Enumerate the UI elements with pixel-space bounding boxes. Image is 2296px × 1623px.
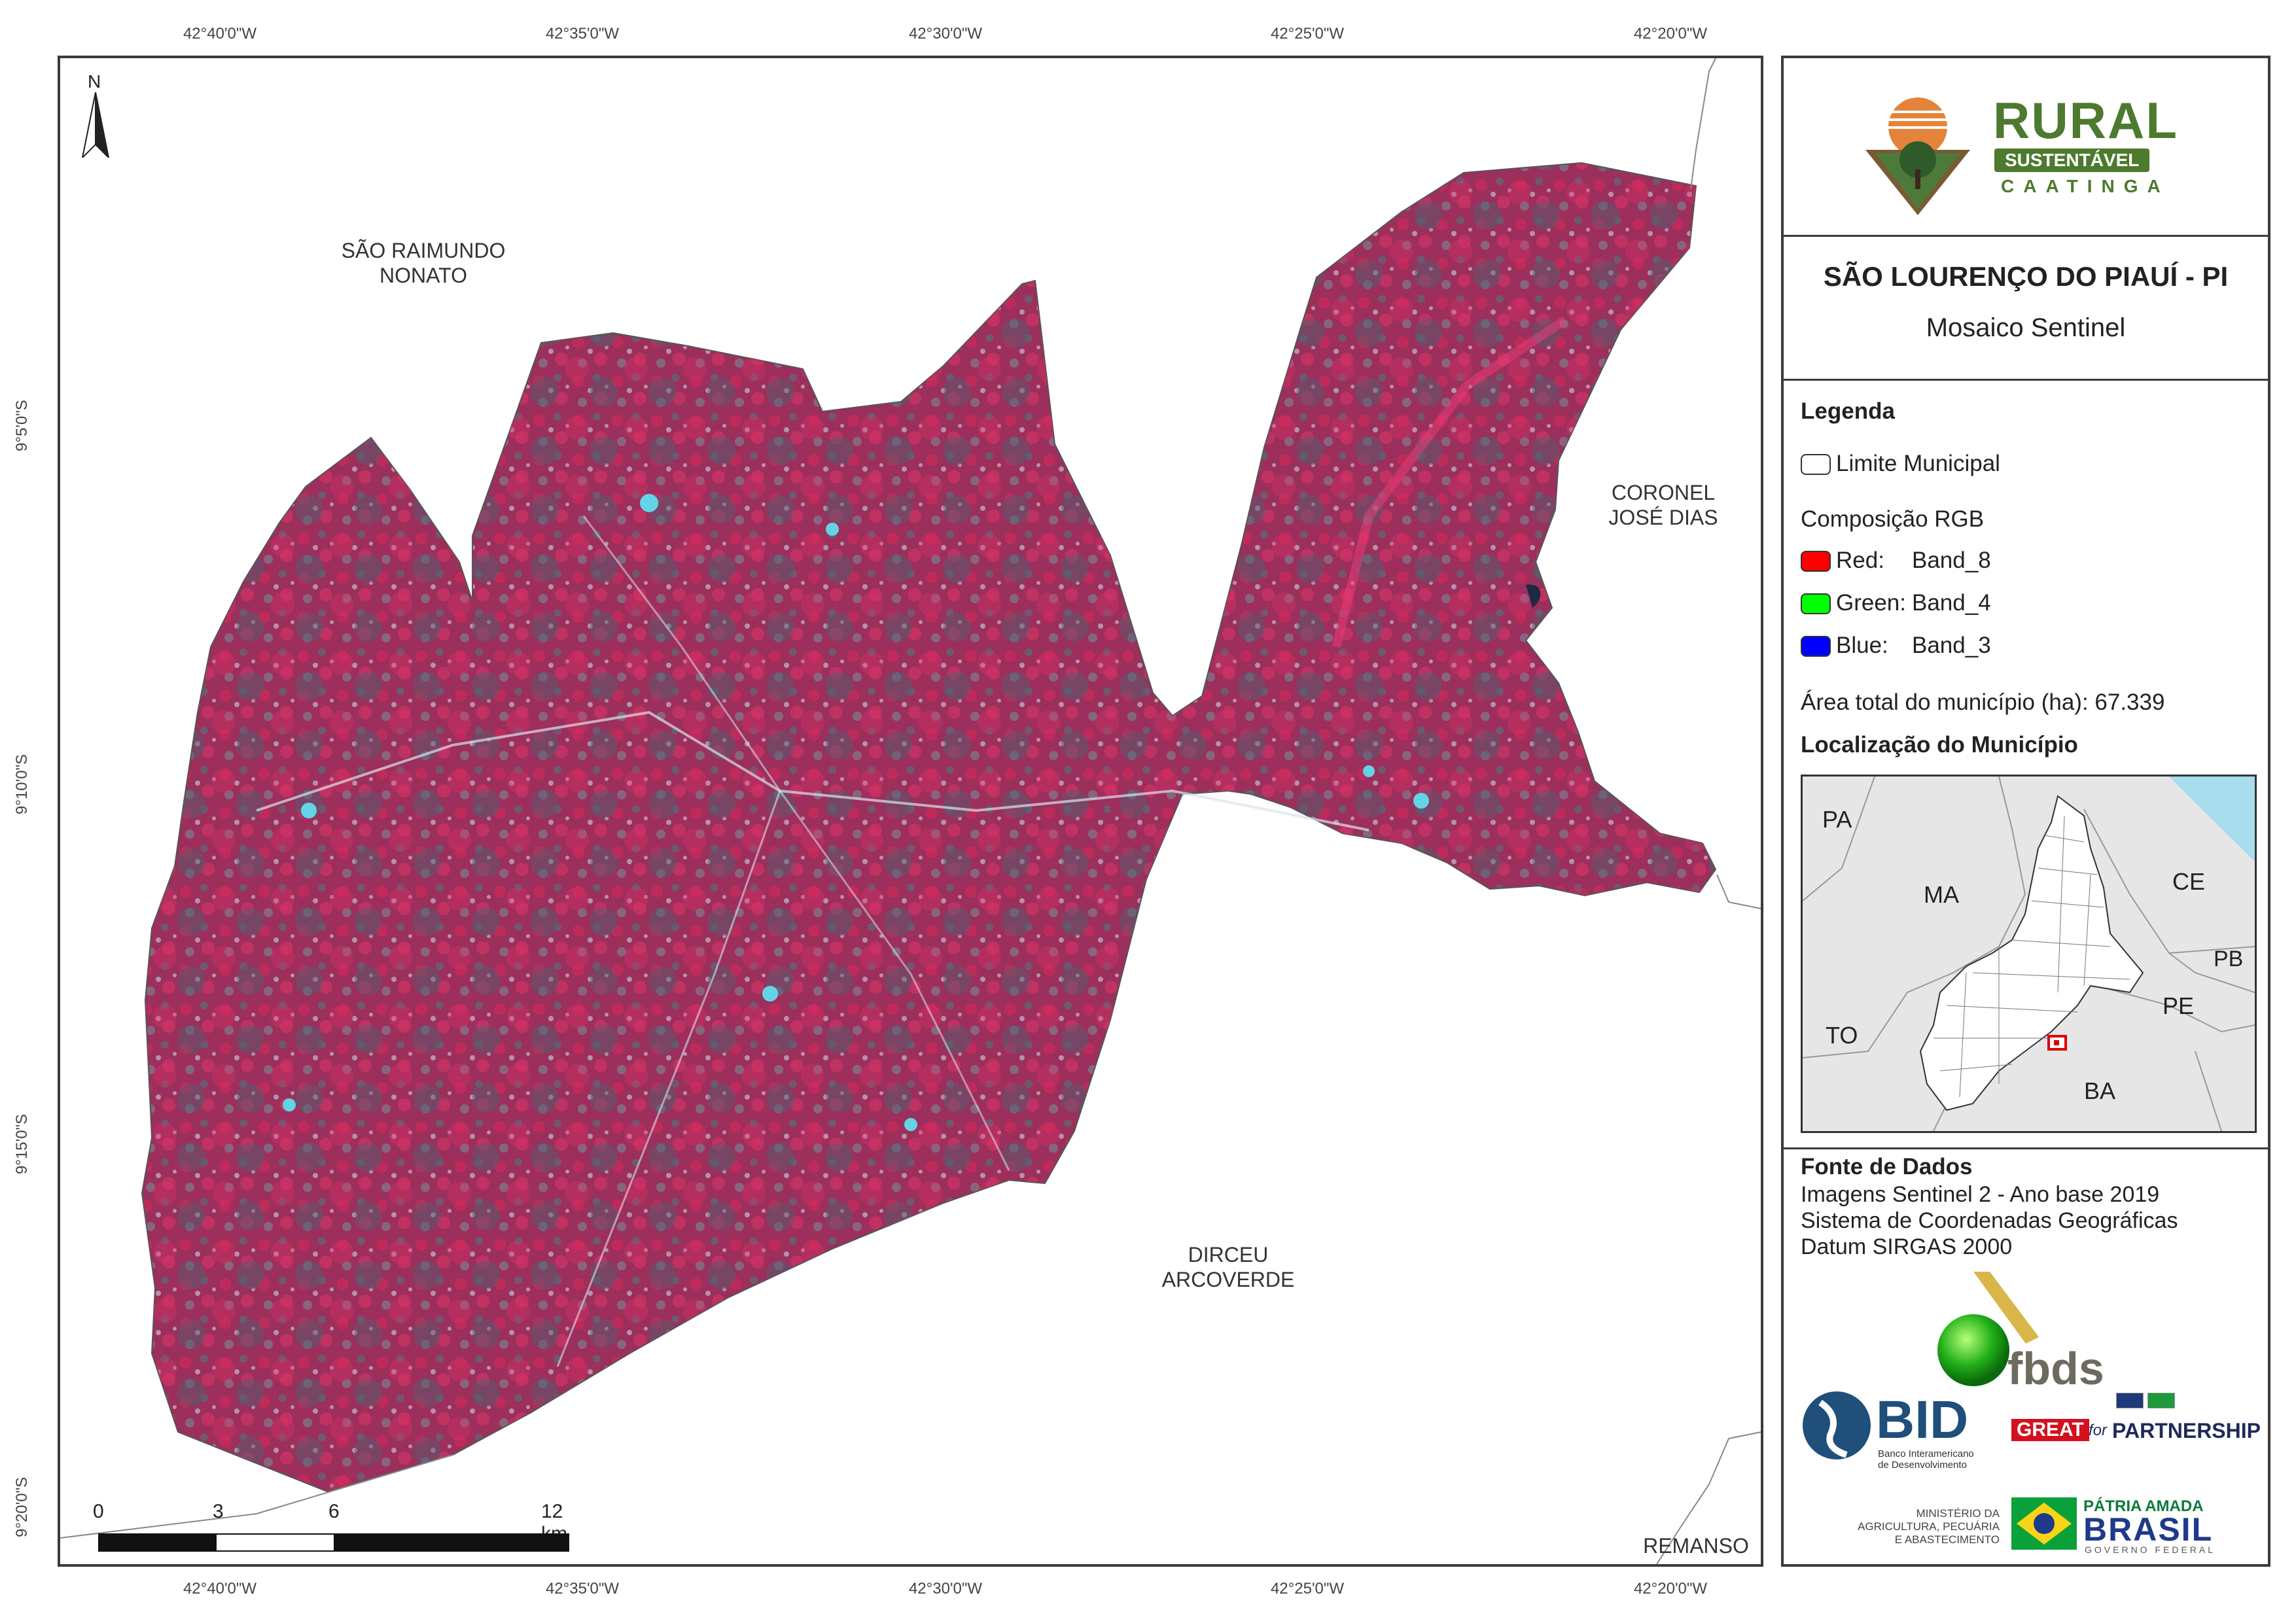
legend-green-band: Band_4 <box>1912 590 1991 616</box>
location-inset-map[interactable]: PA MA CE PB PE TO BA <box>1801 775 2257 1133</box>
legend-red-swatch <box>1801 551 1831 572</box>
bid-subtext: Banco Interamericano de Desenvolvimento <box>1878 1448 1974 1471</box>
brasil-flag-icon <box>2011 1497 2077 1550</box>
info-panel: RURAL SUSTENTÁVEL CAATINGA SÃO LOURENÇO … <box>1781 56 2270 1567</box>
neighbor-dirceu-arcoverde: DIRCEU ARCOVERDE <box>1161 1243 1295 1291</box>
divider <box>1784 379 2268 381</box>
lon-label-bottom: 42°30'0"W <box>908 1580 983 1597</box>
scale-label: 3 <box>213 1501 224 1522</box>
state-label-to: TO <box>1826 1022 1858 1049</box>
state-label-pa: PA <box>1822 806 1852 833</box>
divider <box>1784 235 2268 237</box>
logo-sub: CAATINGA <box>2001 176 2170 196</box>
partnership-text: PARTNERSHIP <box>2112 1419 2261 1442</box>
lon-label-bottom: 42°35'0"W <box>545 1580 620 1597</box>
patria-amada-text: PÁTRIA AMADA <box>2083 1497 2204 1515</box>
scale-label: 0 <box>93 1501 104 1522</box>
map-title: SÃO LOURENÇO DO PIAUÍ - PI <box>1823 261 2229 292</box>
legend-blue-label: Blue: <box>1836 633 1888 658</box>
location-heading: Localização do Município <box>1801 732 2078 758</box>
north-label: N <box>88 71 101 92</box>
state-label-ma: MA <box>1924 881 1959 908</box>
bid-emblem-icon <box>1803 1391 1871 1459</box>
rural-sustentavel-logo: RURAL SUSTENTÁVEL CAATINGA <box>1856 91 2209 215</box>
fbds-logo: fbds <box>1928 1272 2124 1429</box>
lon-label-top: 42°35'0"W <box>545 25 620 43</box>
legend-green-swatch <box>1801 593 1831 614</box>
neighbor-sao-raimundo-nonato: SÃO RAIMUNDO NONATO <box>341 239 506 287</box>
area-total: Área total do município (ha): 67.339 <box>1801 689 2165 715</box>
legend-red-band: Band_8 <box>1912 548 1991 573</box>
lon-label-bottom: 42°25'0"W <box>1270 1580 1345 1597</box>
scale-label: 6 <box>328 1501 340 1522</box>
map-frame[interactable]: N SÃO RAIMUNDO NONATO CORONEL JOSÉ DIAS … <box>58 56 1763 1567</box>
north-arrow: N <box>79 71 118 158</box>
scale-bar-graphic <box>98 1533 569 1552</box>
state-label-pe: PE <box>2163 992 2195 1019</box>
legend-limit-swatch <box>1801 454 1831 475</box>
bid-logo: BID Banco Interamericano de Desenvolvime… <box>1801 1389 2010 1475</box>
lon-label-bottom: 42°20'0"W <box>1633 1580 1708 1597</box>
legend-heading: Legenda <box>1801 398 1895 424</box>
legend-rgb-heading: Composição RGB <box>1801 506 1985 532</box>
legend-blue-swatch <box>1801 636 1831 657</box>
ministry-text: MINISTÉRIO DA AGRICULTURA, PECUÁRIA E AB… <box>1858 1507 2000 1546</box>
flags-icon <box>2116 1393 2175 1408</box>
neighbor-coronel-jose-dias: CORONEL JOSÉ DIAS <box>1608 481 1718 529</box>
brasil-text: BRASIL <box>2083 1511 2214 1548</box>
logo-title: RURAL <box>1993 92 2178 149</box>
great-for: for <box>2089 1422 2108 1439</box>
lat-label: 9°5'0"S <box>13 400 31 451</box>
legend-limit-label: Limite Municipal <box>1836 451 2000 476</box>
state-label-pb: PB <box>2214 947 2244 971</box>
legend-green-label: Green: <box>1836 590 1906 616</box>
lat-label: 9°20'0"S <box>13 1476 31 1537</box>
great-partnership-logo: GREAT for PARTNERSHIP <box>2011 1393 2261 1465</box>
lat-label: 9°15'0"S <box>13 1113 31 1174</box>
legend-blue-band: Band_3 <box>1912 633 1991 658</box>
lon-label-top: 42°30'0"W <box>908 25 983 43</box>
fbds-text: fbds <box>2007 1343 2104 1394</box>
legend-red-label: Red: <box>1836 548 1884 573</box>
governo-federal-text: GOVERNO FEDERAL <box>2085 1544 2216 1555</box>
state-label-ba: BA <box>2084 1077 2116 1104</box>
lon-label-top: 42°20'0"W <box>1633 25 1708 43</box>
rural-emblem-icon <box>1865 97 1970 215</box>
inset-map-graphic <box>1803 777 2255 1131</box>
bid-text: BID <box>1876 1390 1969 1450</box>
great-badge: GREAT <box>2011 1419 2089 1441</box>
north-arrow-icon <box>81 92 110 158</box>
sources-heading: Fonte de Dados <box>1801 1154 1973 1179</box>
map-canvas[interactable] <box>60 58 1761 1564</box>
neighbor-boundaries <box>60 58 1761 1564</box>
lat-label: 9°10'0"S <box>13 754 31 814</box>
lon-label-top: 42°25'0"W <box>1270 25 1345 43</box>
scale-bar: 0 3 6 12 km <box>80 1501 590 1560</box>
source-line: Imagens Sentinel 2 - Ano base 2019 <box>1801 1182 2160 1207</box>
source-line: Datum SIRGAS 2000 <box>1801 1234 2013 1259</box>
fbds-emblem-icon <box>1937 1272 2039 1386</box>
lon-label-bottom: 42°40'0"W <box>183 1580 257 1597</box>
state-label-ce: CE <box>2172 868 2206 895</box>
source-line: Sistema de Coordenadas Geográficas <box>1801 1208 2178 1233</box>
neighbor-remanso: REMANSO <box>1643 1534 1749 1558</box>
divider <box>1784 1147 2268 1149</box>
brasil-logo: PÁTRIA AMADA BRASIL GOVERNO FEDERAL <box>2011 1497 2234 1556</box>
municipality-polygon <box>141 162 1717 1493</box>
lon-label-top: 42°40'0"W <box>183 25 257 43</box>
map-subtitle: Mosaico Sentinel <box>1926 313 2126 342</box>
logo-ribbon: SUSTENTÁVEL <box>1994 148 2150 172</box>
